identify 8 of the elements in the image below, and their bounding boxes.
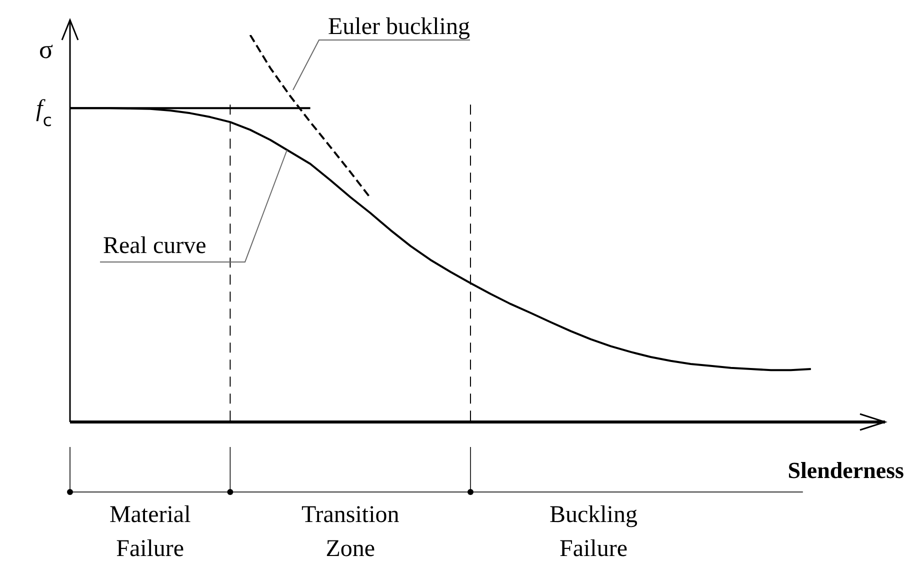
text: Transition Zone [301,502,400,561]
x-axis-title: Slenderness [788,458,904,483]
annotation: Euler buckling [328,14,470,40]
y-axis-title: σ [38,35,54,64]
annotation: Real curve [103,233,206,259]
text: Material Failure [109,502,192,561]
text: f$_{c}$ [36,96,52,130]
text: Buckling Failure [549,502,638,561]
